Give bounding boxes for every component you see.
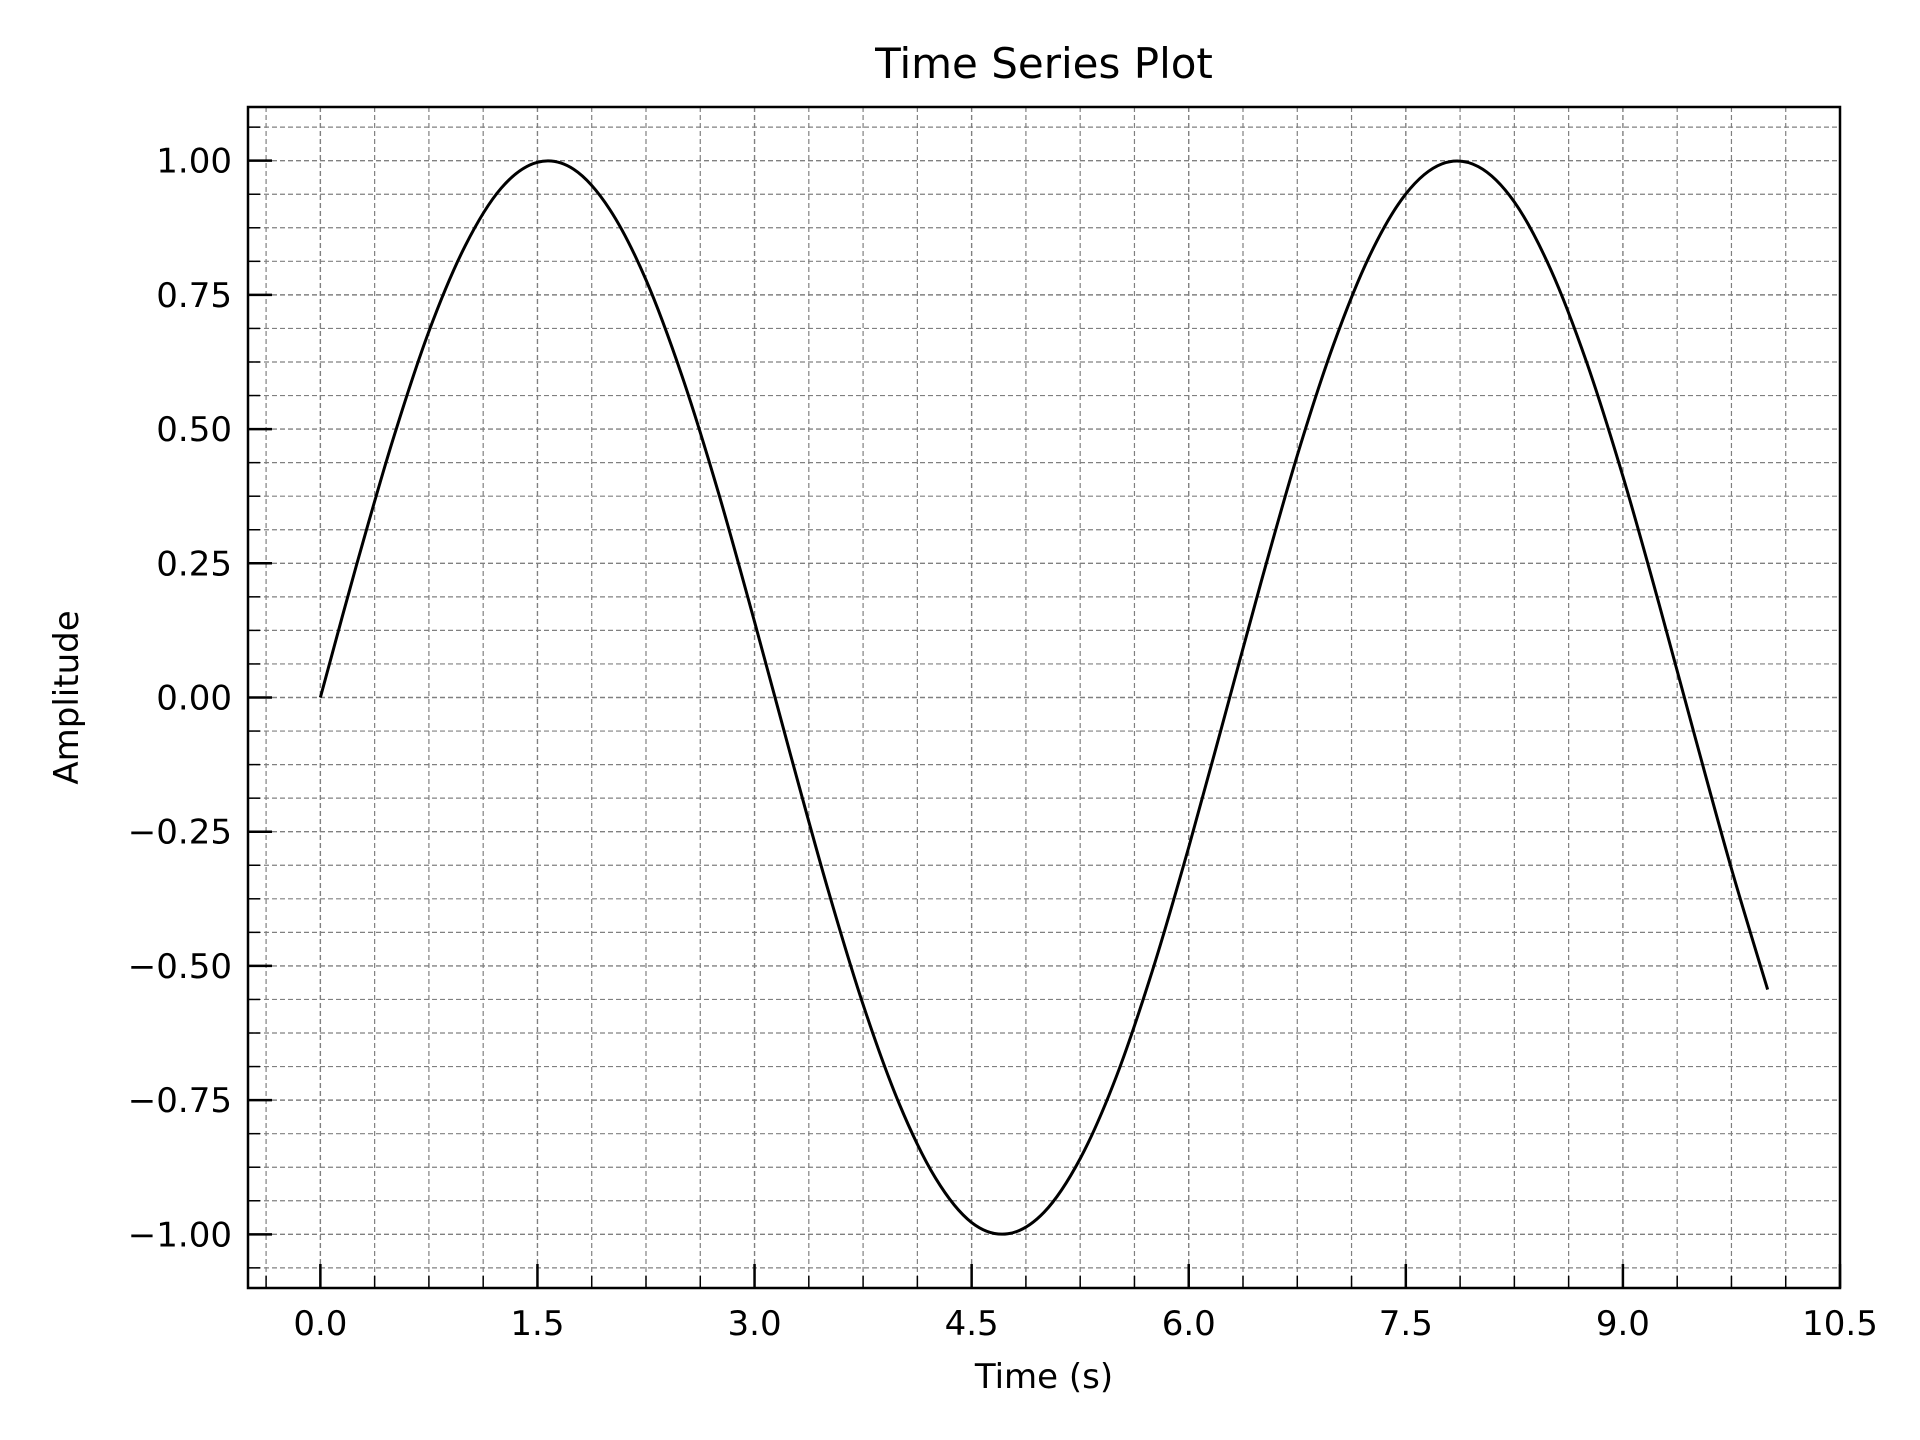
x-tick-label: 1.5 (510, 1304, 564, 1344)
y-tick-label: 0.75 (156, 276, 232, 316)
y-tick-label: −0.50 (128, 947, 232, 987)
y-tick-label: −0.75 (128, 1081, 232, 1121)
y-tick-label: 0.00 (156, 679, 232, 719)
x-tick-label: 0.0 (293, 1304, 347, 1344)
x-tick-label: 9.0 (1596, 1304, 1650, 1344)
x-tick-label: 3.0 (728, 1304, 782, 1344)
x-tick-label: 4.5 (945, 1304, 999, 1344)
x-tick-label: 6.0 (1162, 1304, 1216, 1344)
y-axis-label: Amplitude (47, 610, 87, 784)
chart-title: Time Series Plot (874, 39, 1213, 88)
grid (248, 107, 1840, 1288)
y-tick-label: −0.25 (128, 813, 232, 853)
y-tick-label: 0.25 (156, 544, 232, 584)
y-tick-label: −1.00 (128, 1215, 232, 1255)
series-line-0 (318, 159, 1770, 1236)
y-tick-label: 0.50 (156, 410, 232, 450)
x-axis-label: Time (s) (974, 1357, 1113, 1397)
tick-labels: 0.0 1.5 3.0 4.5 6.0 7.5 9.0 10.5 −1.00 −0.75 −0.50… (128, 142, 1878, 1344)
x-tick-label: 10.5 (1802, 1304, 1878, 1344)
series-layer (318, 159, 1770, 1236)
x-tick-label: 7.5 (1379, 1304, 1433, 1344)
y-tick-label: 1.00 (156, 142, 232, 182)
ticks (248, 126, 1842, 1288)
